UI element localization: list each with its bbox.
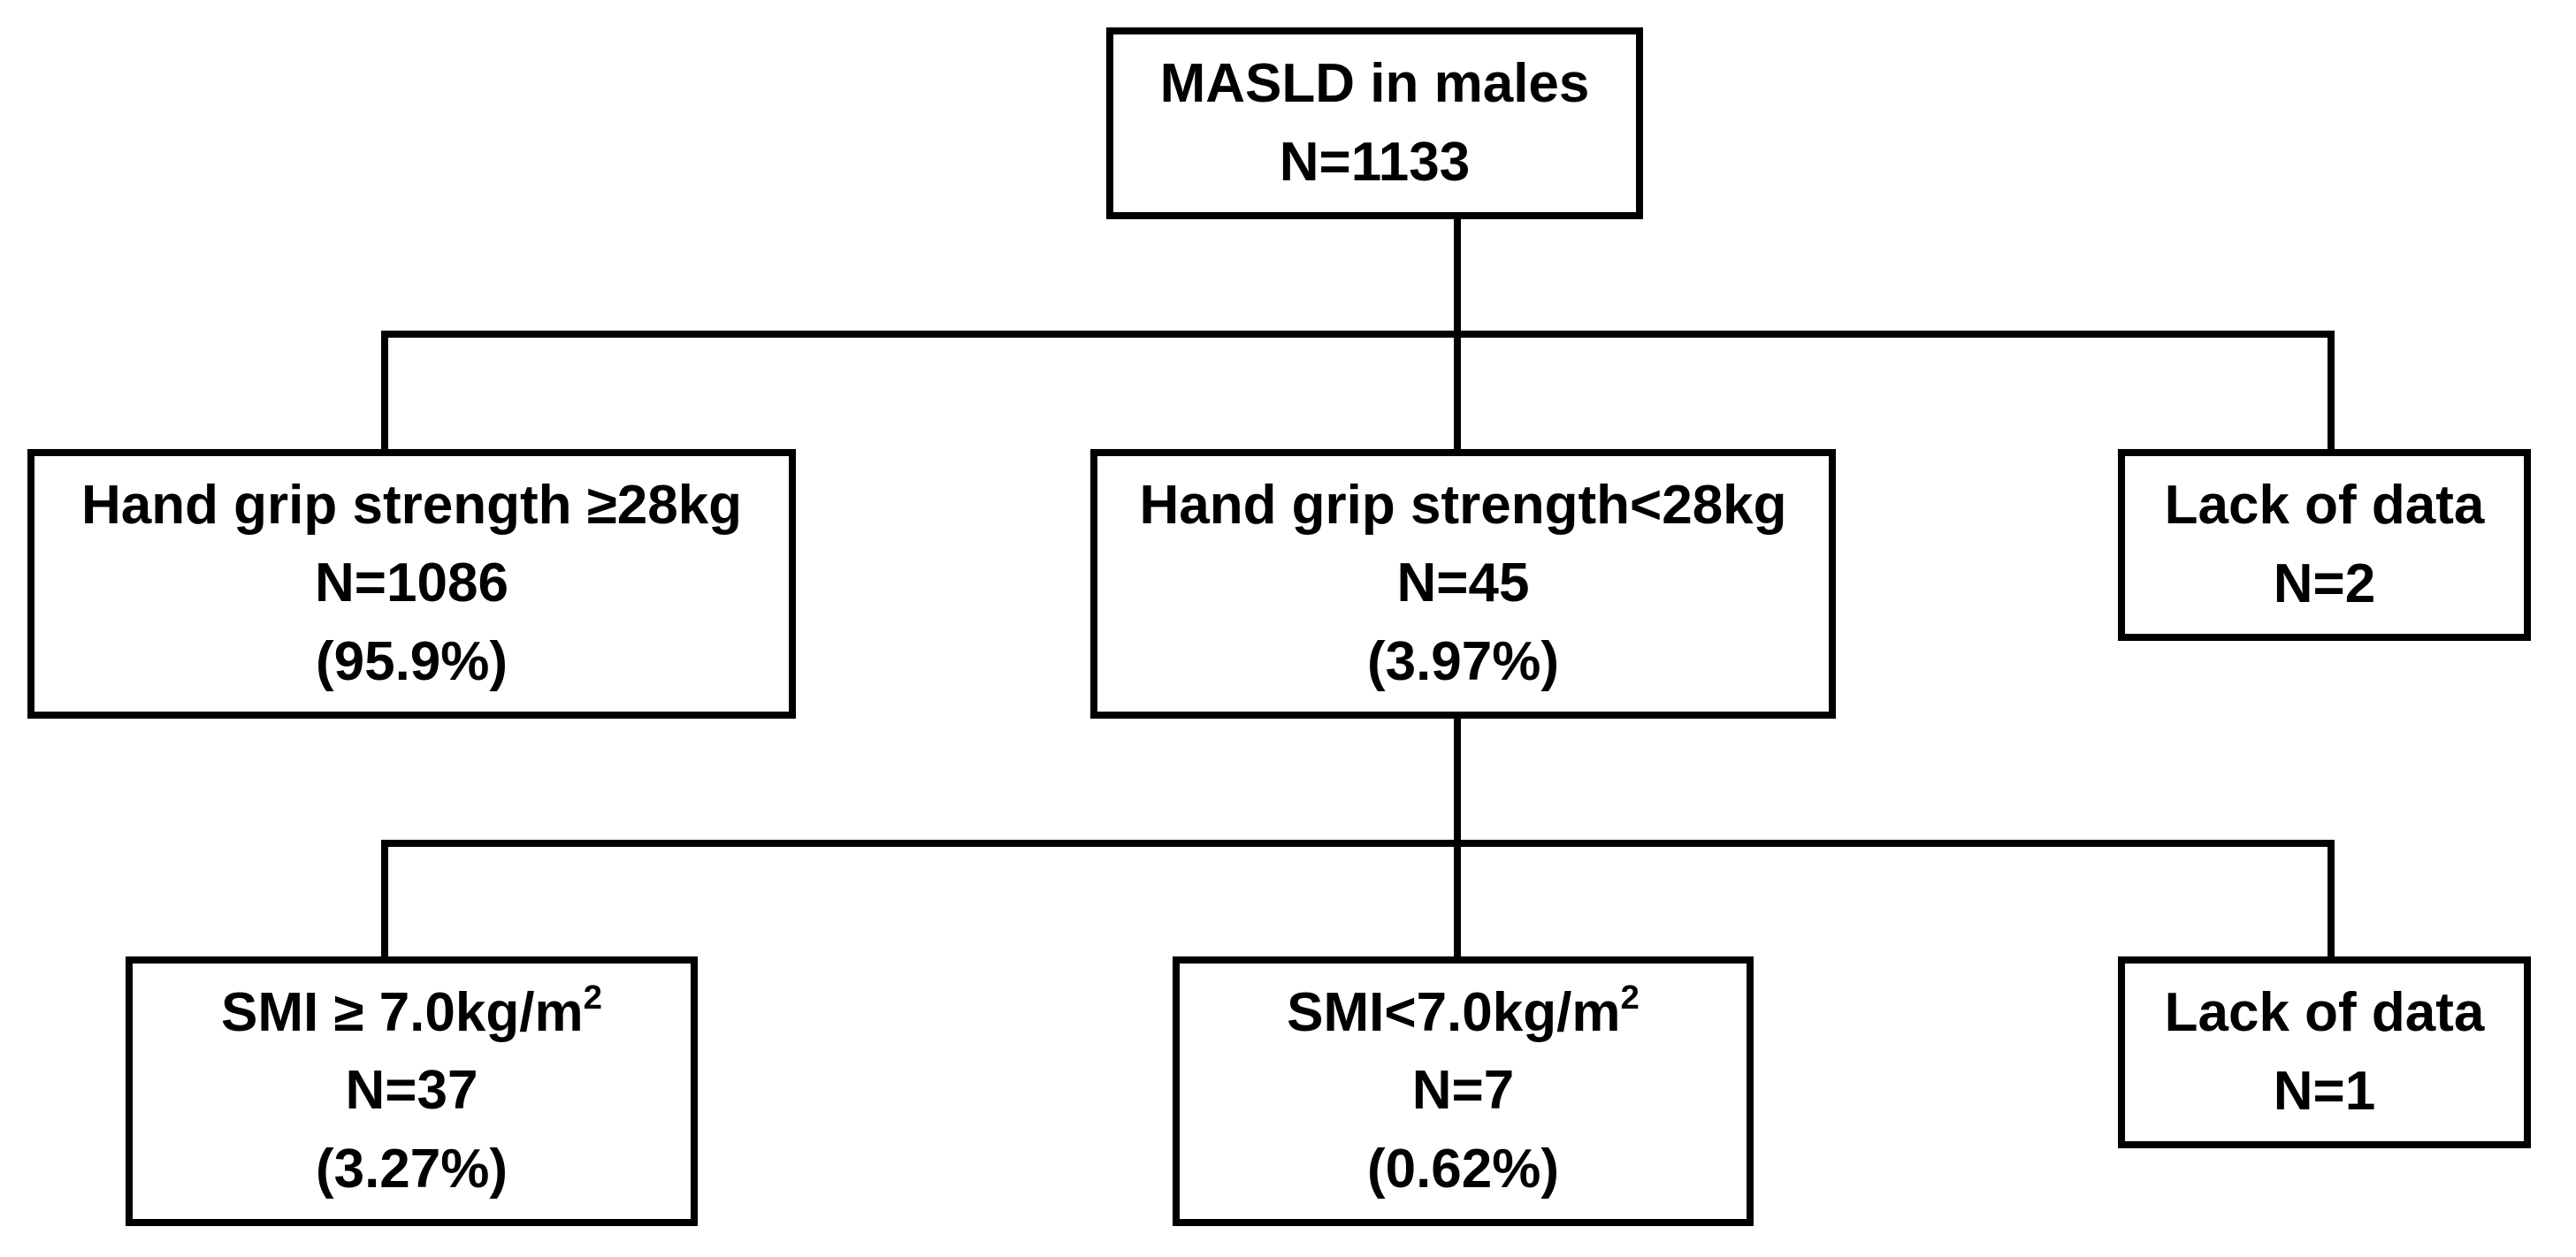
node-smi-low: SMI<7.0kg/m2 N=7 (0.62%) (1173, 956, 1754, 1226)
node-title: Lack of data (2164, 982, 2485, 1044)
node-hand-grip-low: Hand grip strength<28kg N=45 (3.97%) (1090, 449, 1836, 719)
node-percent: (3.27%) (315, 1138, 508, 1200)
node-percent: (3.97%) (1366, 630, 1560, 692)
node-percent: (0.62%) (1366, 1138, 1560, 1200)
node-title-superscript: 2 (1620, 978, 1640, 1017)
node-hand-grip-high: Hand grip strength ≥28kg N=1086 (95.9%) (27, 449, 796, 719)
node-count: N=37 (345, 1060, 478, 1122)
node-percent: (95.9%) (315, 630, 508, 692)
node-title: SMI ≥ 7.0kg/m2 (221, 974, 602, 1052)
node-count: N=2 (2273, 552, 2376, 614)
node-count: N=1 (2273, 1060, 2376, 1122)
node-title-text: SMI<7.0kg/m (1287, 982, 1621, 1044)
node-count: N=45 (1396, 552, 1530, 614)
node-title-text: SMI ≥ 7.0kg/m (221, 982, 584, 1044)
node-lack-of-data-2: Lack of data N=1 (2118, 956, 2531, 1148)
node-title: SMI<7.0kg/m2 (1287, 974, 1640, 1052)
node-count: N=1133 (1279, 131, 1471, 193)
node-title: Hand grip strength<28kg (1139, 475, 1787, 537)
node-count: N=1086 (315, 552, 508, 614)
node-masld-males: MASLD in males N=1133 (1106, 27, 1643, 219)
node-title: MASLD in males (1159, 53, 1590, 115)
node-lack-of-data-1: Lack of data N=2 (2118, 449, 2531, 641)
node-title: Lack of data (2164, 475, 2485, 537)
node-title-superscript: 2 (583, 978, 602, 1017)
node-count: N=7 (1411, 1060, 1515, 1122)
node-smi-high: SMI ≥ 7.0kg/m2 N=37 (3.27%) (126, 956, 698, 1226)
node-title: Hand grip strength ≥28kg (80, 475, 743, 537)
